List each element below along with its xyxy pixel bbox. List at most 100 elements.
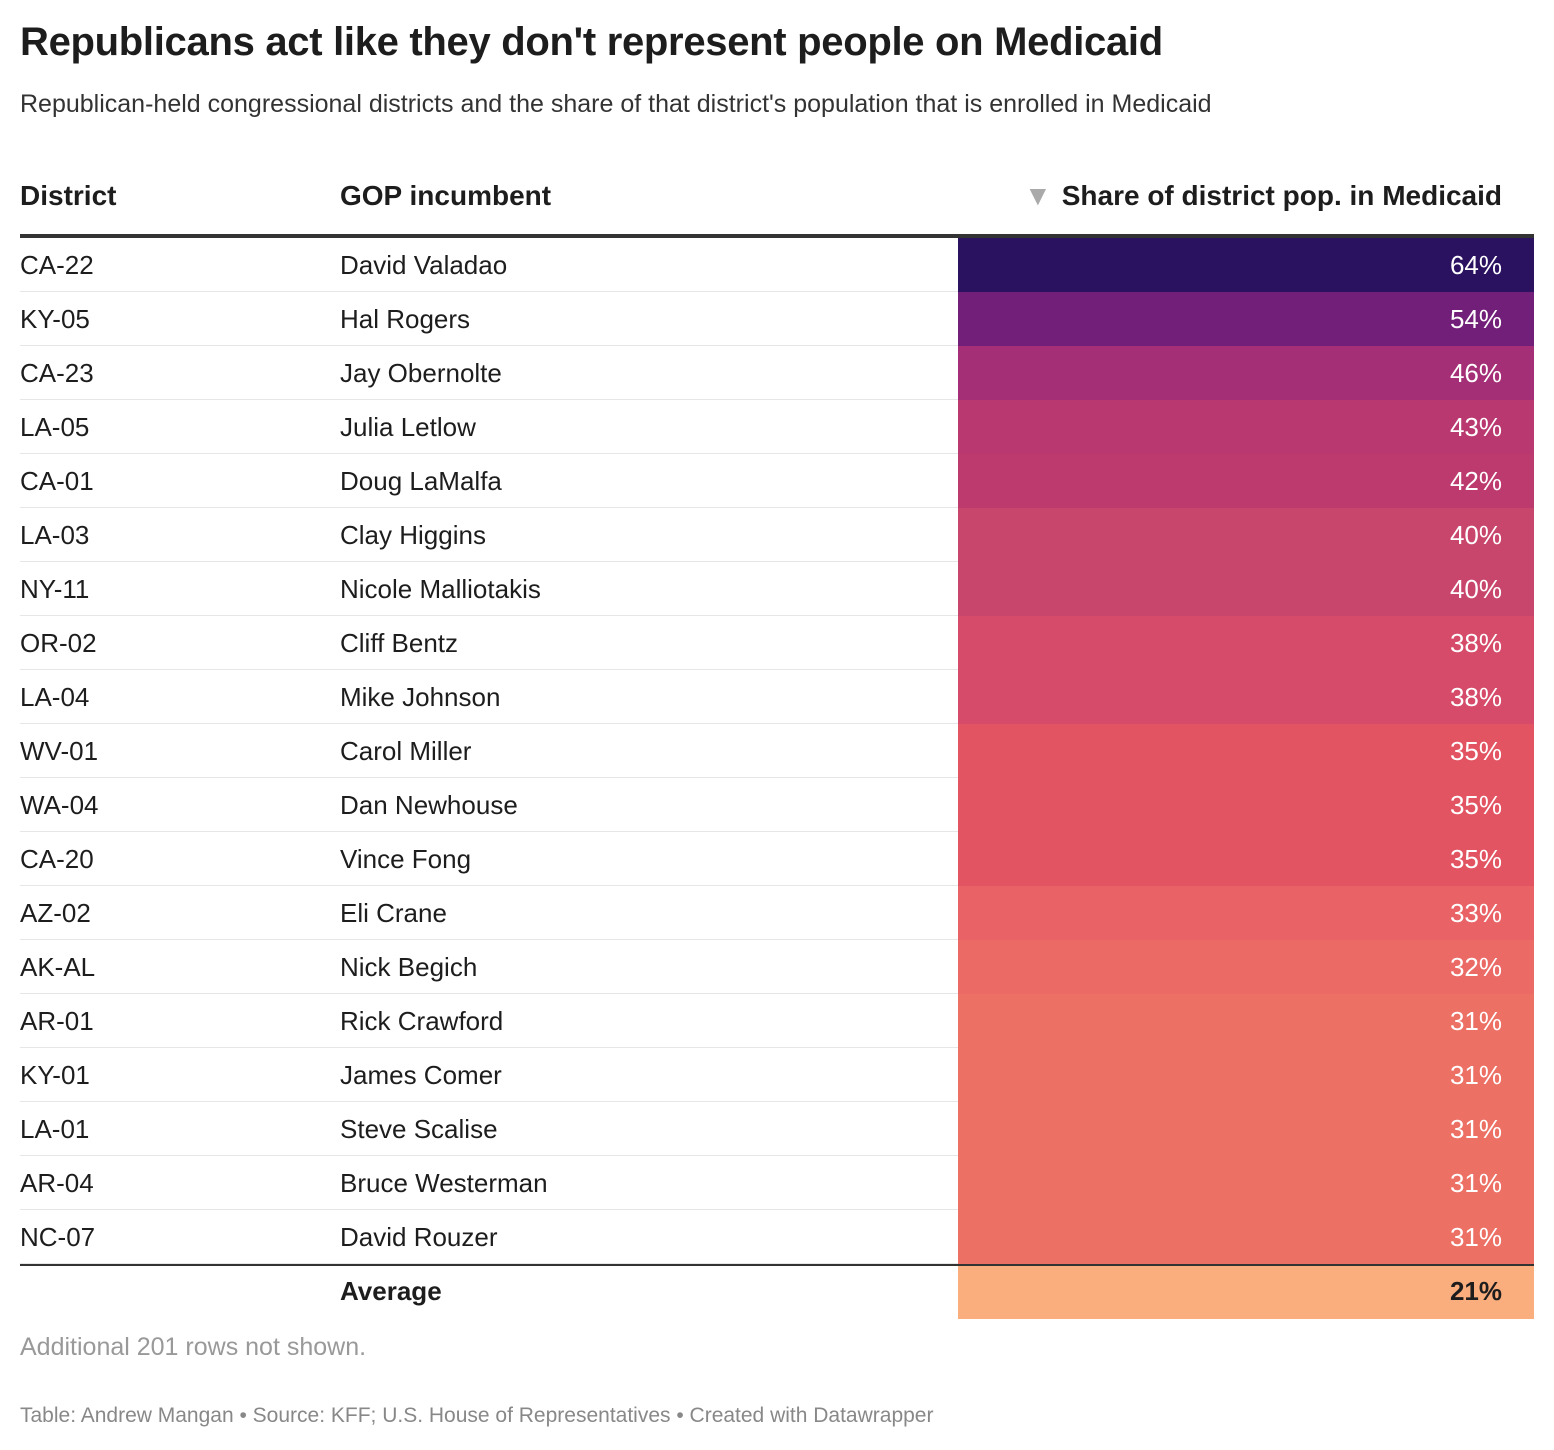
cell-share: 40%	[1449, 520, 1502, 550]
cell-share-heat: 38%	[958, 616, 1534, 670]
cell-share-heat: 54%	[958, 292, 1534, 346]
cell-share: 40%	[1449, 574, 1502, 604]
cell-share-heat: 40%	[958, 508, 1534, 562]
table-row: CA-01 Doug LaMalfa 42%	[20, 454, 1534, 508]
cell-district: WV-01	[20, 736, 99, 766]
cell-share-heat: 46%	[958, 346, 1534, 400]
cell-district: AZ-02	[20, 898, 91, 928]
cell-district: LA-03	[20, 520, 90, 550]
cell-share-heat: 35%	[958, 778, 1534, 832]
cell-incumbent: Cliff Bentz	[340, 628, 459, 658]
cell-incumbent: Doug LaMalfa	[340, 466, 502, 496]
column-header-district[interactable]: District	[20, 180, 117, 211]
cell-share: 38%	[1449, 682, 1502, 712]
cell-share: 35%	[1449, 844, 1502, 874]
table-row: LA-05 Julia Letlow 43%	[20, 400, 1534, 454]
table-row: LA-04 Mike Johnson 38%	[20, 670, 1534, 724]
table-row: KY-05 Hal Rogers 54%	[20, 292, 1534, 346]
cell-share: 54%	[1449, 304, 1502, 334]
summary-value: 21%	[1449, 1276, 1502, 1306]
cell-incumbent: Nick Begich	[340, 952, 478, 982]
cell-district: KY-05	[20, 304, 90, 334]
table-row: AZ-02 Eli Crane 33%	[20, 886, 1534, 940]
cell-share-heat: 32%	[958, 940, 1534, 994]
cell-incumbent: Julia Letlow	[340, 412, 476, 442]
table-row: KY-01 James Comer 31%	[20, 1048, 1534, 1102]
cell-share-heat: 64%	[958, 238, 1534, 292]
table-row: NY-11 Nicole Malliotakis 40%	[20, 562, 1534, 616]
cell-incumbent: Clay Higgins	[340, 520, 486, 550]
cell-district: LA-05	[20, 412, 90, 442]
cell-district: OR-02	[20, 628, 97, 658]
cell-incumbent: Mike Johnson	[340, 682, 501, 712]
column-header-share-label: Share of district pop. in Medicaid	[1061, 180, 1502, 211]
cell-district: CA-22	[20, 250, 94, 280]
cell-district: WA-04	[20, 790, 99, 820]
table-row: AR-01 Rick Crawford 31%	[20, 994, 1534, 1048]
cell-share: 43%	[1449, 412, 1502, 442]
cell-incumbent: Vince Fong	[340, 844, 472, 874]
cell-share: 35%	[1449, 736, 1502, 766]
data-table: District GOP incumbent ▼ Share of distric…	[20, 160, 1534, 1319]
cell-incumbent: Dan Newhouse	[340, 790, 518, 820]
cell-incumbent: Hal Rogers	[340, 304, 471, 334]
cell-share-heat: 31%	[958, 1210, 1534, 1264]
cell-share: 31%	[1449, 1168, 1502, 1198]
cell-share: 35%	[1449, 790, 1502, 820]
table-header: District GOP incumbent ▼ Share of distric…	[20, 160, 1534, 238]
cell-share-heat: 31%	[958, 1102, 1534, 1156]
table-row: NC-07 David Rouzer 31%	[20, 1210, 1534, 1264]
summary-value-cell: 21%	[958, 1266, 1534, 1319]
cell-share-heat: 35%	[958, 832, 1534, 886]
cell-incumbent: David Valadao	[340, 250, 508, 280]
cell-district: NY-11	[20, 574, 90, 604]
cell-district: LA-04	[20, 682, 90, 712]
cell-district: NC-07	[20, 1222, 96, 1252]
table-row: WV-01 Carol Miller 35%	[20, 724, 1534, 778]
cell-share-heat: 31%	[958, 1048, 1534, 1102]
column-header-share[interactable]: ▼ Share of district pop. in Medicaid	[1024, 180, 1502, 212]
cell-incumbent: Carol Miller	[340, 736, 472, 766]
summary-label: Average	[340, 1276, 442, 1306]
cell-incumbent: Nicole Malliotakis	[340, 574, 541, 604]
cell-share: 38%	[1449, 628, 1502, 658]
cell-incumbent: Jay Obernolte	[340, 358, 502, 388]
table-body: CA-22 David Valadao 64% KY-05 Hal Rogers 54% C…	[20, 238, 1534, 1264]
cell-district: AR-04	[20, 1168, 94, 1198]
cell-share-heat: 33%	[958, 886, 1534, 940]
cell-district: AK-AL	[20, 952, 96, 982]
cell-share-heat: 43%	[958, 400, 1534, 454]
table-row: WA-04 Dan Newhouse 35%	[20, 778, 1534, 832]
cell-share-heat: 31%	[958, 1156, 1534, 1210]
cell-incumbent: Rick Crawford	[340, 1006, 504, 1036]
table-row: LA-01 Steve Scalise 31%	[20, 1102, 1534, 1156]
cell-share: 32%	[1449, 952, 1502, 982]
cell-share: 64%	[1449, 250, 1502, 280]
table-row: AR-04 Bruce Westerman 31%	[20, 1156, 1534, 1210]
cell-share-heat: 38%	[958, 670, 1534, 724]
cell-share: 46%	[1449, 358, 1502, 388]
cell-incumbent: Eli Crane	[340, 898, 447, 928]
table-row: OR-02 Cliff Bentz 38%	[20, 616, 1534, 670]
cell-share-heat: 35%	[958, 724, 1534, 778]
cell-incumbent: Steve Scalise	[340, 1114, 498, 1144]
column-header-incumbent[interactable]: GOP incumbent	[340, 180, 552, 211]
cell-share: 31%	[1449, 1006, 1502, 1036]
cell-incumbent: James Comer	[340, 1060, 502, 1090]
table-row: CA-20 Vince Fong 35%	[20, 832, 1534, 886]
cell-share-heat: 40%	[958, 562, 1534, 616]
table-row: LA-03 Clay Higgins 40%	[20, 508, 1534, 562]
cell-district: LA-01	[20, 1114, 90, 1144]
table-row: CA-23 Jay Obernolte 46%	[20, 346, 1534, 400]
summary-row: Average 21%	[20, 1264, 1534, 1319]
chart-title: Republicans act like they don't represen…	[20, 20, 1163, 64]
table-row: AK-AL Nick Begich 32%	[20, 940, 1534, 994]
chart-subtitle: Republican-held congressional districts …	[20, 90, 1212, 118]
cell-share: 31%	[1449, 1222, 1502, 1252]
table-notes: Additional 201 rows not shown.	[20, 1333, 367, 1361]
table-row: CA-22 David Valadao 64%	[20, 238, 1534, 292]
cell-district: CA-23	[20, 358, 94, 388]
cell-district: AR-01	[20, 1006, 94, 1036]
cell-district: CA-01	[20, 466, 94, 496]
cell-share: 31%	[1449, 1060, 1502, 1090]
